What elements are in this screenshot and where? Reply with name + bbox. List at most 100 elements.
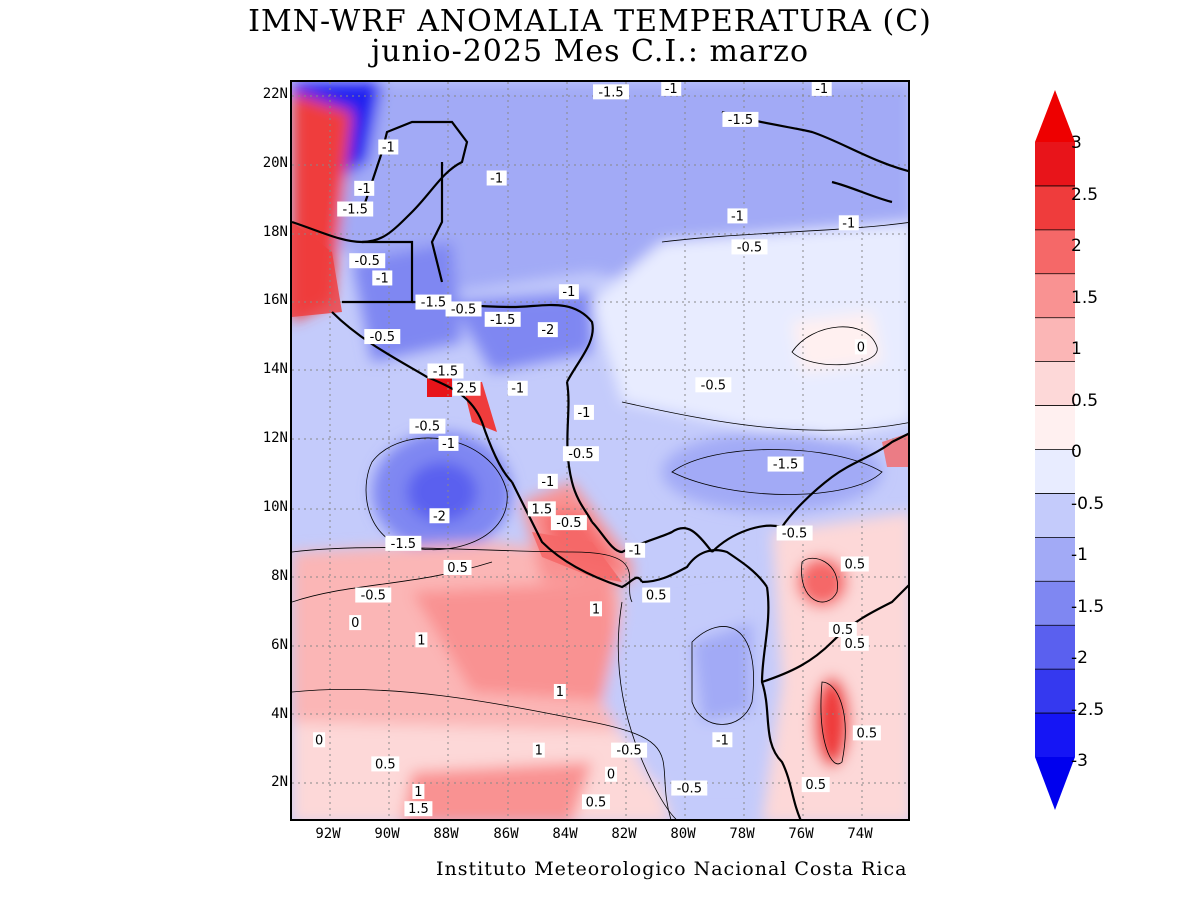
lat-label-2n: 2N [271, 774, 288, 790]
lat-label-4n: 4N [271, 706, 288, 722]
contour-label-bg [313, 732, 326, 748]
contour-label-bg [337, 201, 374, 217]
lat-label-6n: 6N [271, 637, 288, 653]
warm-hotspot-costa-rica [532, 532, 622, 582]
contour-label-bg [731, 239, 768, 255]
contour-label-bg [722, 111, 759, 127]
lon-label-78w: 78W [729, 826, 755, 842]
lon-label-86w: 86W [493, 826, 519, 842]
lon-label-90w: 90W [374, 826, 400, 842]
contour-label: -0.5 [355, 254, 380, 269]
contour-label: 0.5 [586, 795, 607, 810]
contour-label: 1 [414, 785, 422, 800]
contour-label-bg [409, 418, 446, 434]
contour-label-bg [840, 635, 869, 651]
colorbar-box [1035, 625, 1075, 670]
lat-label-14n: 14N [262, 361, 288, 377]
lon-label-88w: 88W [433, 826, 459, 842]
contour-label-bg [429, 508, 450, 524]
contour-label: -1 [376, 271, 389, 286]
contour-label: 0.5 [805, 778, 826, 793]
contour-label: -1 [665, 82, 678, 97]
colorbar-label-0: 0 [1071, 442, 1082, 462]
contour-label: 0.5 [844, 637, 865, 652]
contour-label-layer: -1.5 -1 -1-1.5-1-1-1-1.5 -1 -1-0.5-0.5-1-1-1… [313, 82, 881, 817]
colorbar-label-neg-3: -3 [1071, 751, 1088, 771]
colorbar-box [1035, 537, 1075, 582]
contour-label: 0 [857, 340, 865, 355]
contour-label-bg [727, 208, 748, 224]
colorbar [1035, 90, 1075, 810]
contour-label: -0.5 [737, 240, 762, 255]
contour-label: -0.5 [451, 302, 476, 317]
contour-label-bg [354, 180, 375, 196]
contour-label: 0 [351, 616, 359, 631]
contour-lines [292, 222, 908, 819]
contour-label-bg [558, 284, 579, 300]
contour-label-bg [581, 794, 610, 810]
contour-label-bg [852, 725, 881, 741]
contour-label: -1.5 [773, 458, 798, 473]
contour-label-bg [605, 766, 618, 782]
contour-label-bg [412, 783, 425, 799]
colorbar-box [1035, 142, 1075, 186]
colorbar-label-1: 1 [1071, 339, 1082, 359]
contour-label-bg [427, 363, 464, 379]
contour-label-bg [828, 621, 857, 637]
colorbar-box [1035, 361, 1075, 406]
contour-label: 0.5 [646, 589, 667, 604]
contour-label-bg [712, 732, 733, 748]
map-canvas: -1.5 -1 -1-1.5-1-1-1-1.5 -1 -1-0.5-0.5-1-1-1… [292, 82, 908, 819]
lon-label-92w: 92W [315, 826, 341, 842]
contour-label: -1 [541, 475, 554, 490]
contour-label-bg [532, 742, 545, 758]
contour-label-bg [661, 82, 682, 96]
contour-label-bg [562, 446, 599, 462]
contour-label-bg [443, 559, 472, 575]
contour-label: -1 [731, 209, 744, 224]
contour-label-bg [349, 615, 362, 631]
contour-label: -1 [577, 406, 590, 421]
contour-label: -2 [541, 323, 554, 338]
contour-label: -1 [382, 140, 395, 155]
contour-label: -1 [629, 544, 642, 559]
colorbar-box [1035, 273, 1075, 318]
contour-label: -1.5 [343, 203, 368, 218]
contour-label: 0.5 [832, 623, 853, 638]
coastlines [292, 110, 908, 819]
colorbar-label-neg-2-5: -2.5 [1071, 700, 1105, 720]
contour-label-bg [767, 456, 804, 472]
contour-label: 2.5 [456, 382, 477, 397]
lon-label-84w: 84W [552, 826, 578, 842]
colorbar-under-arrow [1035, 757, 1075, 810]
contour-label-bg [840, 556, 869, 572]
anomaly-map: -1.5 -1 -1 -1.5 -1 -1 -1 -1.5 -1 -1 -0.5 -0.5 -1 -1 -1… [290, 80, 910, 821]
contour-label-bg [625, 542, 646, 558]
colorbar-label-neg-1-5: -1.5 [1071, 597, 1105, 617]
contour-label: -2 [433, 509, 446, 524]
contour-label: -1.5 [391, 537, 416, 552]
contour-label-bg [854, 339, 867, 355]
contour-label-bg [642, 587, 671, 603]
colorbar-box [1035, 317, 1075, 362]
contour-label-bg [452, 380, 481, 396]
contour-label-bg [695, 377, 732, 393]
contour-label: -1 [442, 437, 455, 452]
contour-label-bg [486, 170, 507, 186]
contour-label-bg [404, 801, 433, 817]
colorbar-label-0-5: 0.5 [1071, 391, 1099, 411]
lat-label-10n: 10N [262, 499, 288, 515]
contour-label-bg [378, 139, 399, 155]
contour-label: -0.5 [370, 330, 395, 345]
contour-label-bg [611, 742, 648, 758]
contour-label: 0.5 [375, 757, 396, 772]
contour-label: -1 [511, 382, 524, 397]
contour-label: 0.5 [844, 558, 865, 573]
contour-label-bg [445, 301, 482, 317]
contour-label-bg [415, 632, 428, 648]
contour-label-bg [438, 435, 459, 451]
contour-label-bg [385, 535, 422, 551]
contour-label-bg [364, 329, 401, 345]
contour-label-bg [484, 311, 521, 327]
colorbar-box [1035, 185, 1075, 230]
